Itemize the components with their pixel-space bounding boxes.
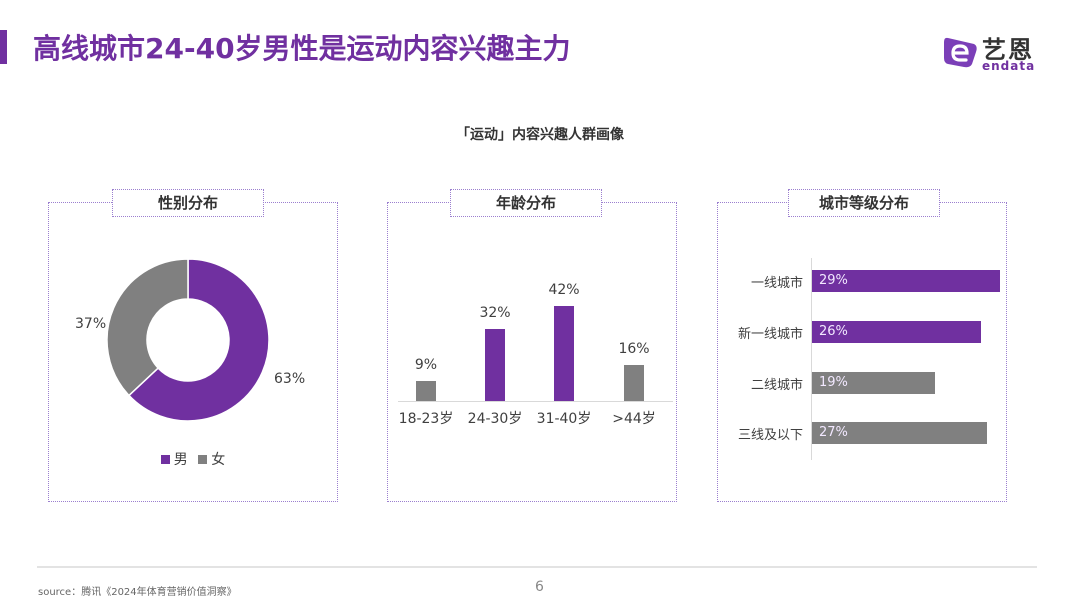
- city-panel-title: 城市等级分布: [788, 189, 940, 217]
- city-value-label: 26%: [819, 324, 848, 339]
- city-y-axis: [811, 258, 812, 460]
- age-category-label: 18-23岁: [398, 411, 454, 427]
- city-category-label: 一线城市: [750, 276, 803, 291]
- age-value-label: 16%: [618, 340, 650, 357]
- city-bar: [812, 372, 936, 394]
- age-x-axis: [398, 401, 673, 402]
- gender-panel-title: 性别分布: [112, 189, 264, 217]
- city-category-label: 二线城市: [750, 378, 803, 393]
- gender-legend: 男 女: [49, 449, 337, 469]
- gender-panel: 性别分布 63% 37% 男 女: [48, 189, 338, 502]
- male-percent-label: 63%: [274, 371, 306, 387]
- logo-chinese-text: 艺恩: [982, 36, 1034, 64]
- age-value-label: 42%: [548, 282, 580, 298]
- age-value-label: 32%: [479, 304, 511, 321]
- female-legend-label: 女: [211, 452, 226, 468]
- logo-english-text: endata: [982, 59, 1036, 73]
- page-number: 6: [535, 579, 544, 595]
- endata-logo-icon: [944, 37, 977, 68]
- city-value-label: 29%: [819, 273, 848, 288]
- donut-slice-1: [106, 258, 189, 397]
- age-bar: [554, 306, 574, 401]
- age-bar: [624, 364, 644, 401]
- age-bar: [485, 328, 505, 401]
- city-value-label: 19%: [819, 375, 848, 390]
- age-value-label: 9%: [414, 356, 438, 373]
- age-panel: 年龄分布 9% 18-23岁 32% 24-30岁 42% 31-40岁 16% >44岁: [387, 189, 678, 503]
- endata-logo: 艺恩 endata: [942, 28, 1052, 76]
- page-title: 高线城市24-40岁男性是运动内容兴趣主力: [33, 32, 571, 65]
- city-panel: 城市等级分布 29% 一线城市 26% 新一线城市 19% 二线城市 27% 三线及以下: [717, 189, 1008, 503]
- age-category-label: 31-40岁: [536, 411, 592, 427]
- city-category-label: 三线及以下: [737, 428, 803, 443]
- male-legend-label: 男: [173, 452, 188, 468]
- chart-subtitle: 「运动」内容兴趣人群画像: [456, 127, 624, 143]
- city-bar: [812, 422, 988, 444]
- male-legend-swatch: [160, 455, 170, 464]
- city-bar: [812, 270, 1000, 292]
- city-category-label: 新一线城市: [737, 327, 803, 342]
- age-category-label: >44岁: [612, 411, 656, 427]
- donut-slice-0: [127, 258, 270, 422]
- age-panel-title: 年龄分布: [450, 189, 602, 217]
- source-note: source：腾讯《2024年体育营销价值洞察》: [38, 587, 237, 598]
- city-bar: [812, 321, 981, 343]
- city-bar-chart: 29% 一线城市 26% 新一线城市 19% 二线城市 27% 三线及以下: [718, 203, 1008, 503]
- age-category-label: 24-30岁: [467, 411, 523, 427]
- age-bar: [416, 380, 436, 401]
- city-value-label: 27%: [819, 425, 848, 440]
- gender-donut-chart: [106, 258, 270, 422]
- age-bar-chart: 9% 18-23岁 32% 24-30岁 42% 31-40岁 16% >44岁: [388, 203, 678, 503]
- female-legend-swatch: [198, 455, 208, 464]
- title-accent-bar: [0, 30, 7, 64]
- footer-divider: [37, 566, 1037, 568]
- female-percent-label: 37%: [75, 316, 107, 332]
